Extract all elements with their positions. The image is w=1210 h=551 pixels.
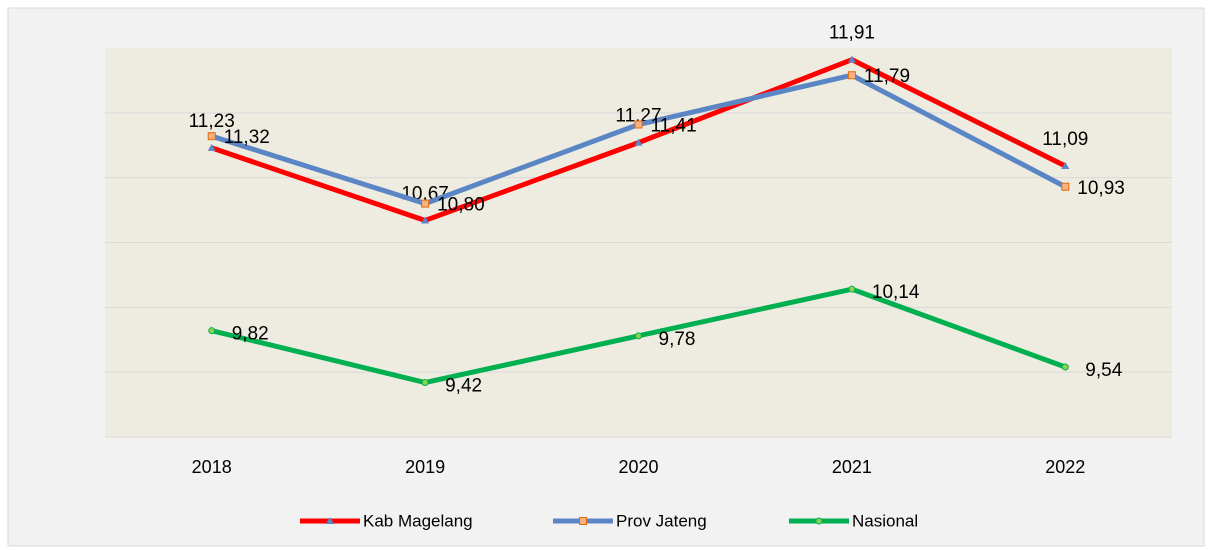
data-label: 10,80 <box>437 195 485 216</box>
marker <box>847 71 856 80</box>
data-label: 9,82 <box>232 324 269 345</box>
legend-label: Prov Jateng <box>616 511 707 530</box>
marker <box>634 120 643 129</box>
marker <box>635 332 642 340</box>
data-label: 11,91 <box>829 23 875 44</box>
marker <box>421 199 430 208</box>
data-label: 10,14 <box>872 282 920 303</box>
marker <box>815 517 823 525</box>
x-tick-label: 2022 <box>1045 457 1085 477</box>
marker <box>207 132 216 141</box>
legend-label: Kab Magelang <box>363 511 473 530</box>
data-label: 11,79 <box>864 66 910 87</box>
data-label: 9,78 <box>659 329 696 350</box>
legend-label: Nasional <box>852 511 918 530</box>
marker <box>634 138 643 146</box>
x-tick-label: 2021 <box>832 457 872 477</box>
marker <box>207 143 216 151</box>
data-label: 10,93 <box>1077 178 1125 199</box>
data-label: 9,42 <box>445 376 482 397</box>
x-tick-label: 2018 <box>192 457 232 477</box>
data-label: 11,09 <box>1042 129 1088 150</box>
marker <box>326 517 334 524</box>
data-label: 9,54 <box>1085 360 1122 381</box>
data-label: 11,32 <box>224 127 270 148</box>
marker <box>1061 161 1070 169</box>
marker <box>1061 182 1070 191</box>
data-label: 11,41 <box>651 116 697 137</box>
marker <box>421 216 430 224</box>
marker <box>848 285 856 293</box>
marker <box>1061 363 1069 371</box>
marker <box>847 55 856 63</box>
marker <box>208 327 216 335</box>
data-label: 11,23 <box>189 111 235 132</box>
x-tick-label: 2019 <box>405 457 445 477</box>
x-tick-label: 2020 <box>618 457 658 477</box>
marker <box>421 379 429 387</box>
marker <box>579 517 587 525</box>
